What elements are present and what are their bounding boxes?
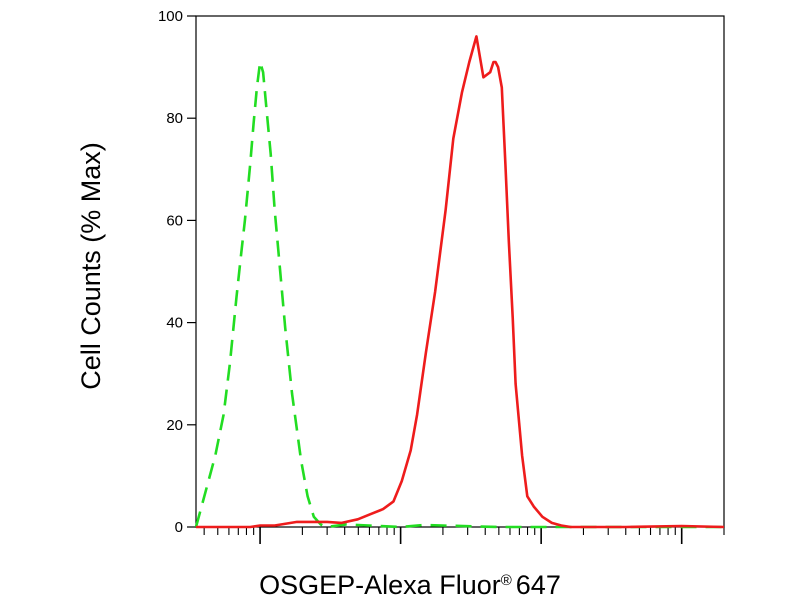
- y-tick-label: 40: [166, 315, 183, 332]
- y-axis-title: Cell Counts (% Max): [76, 142, 106, 390]
- y-tick-label: 80: [166, 110, 183, 127]
- x-axis-title-mark: ®: [501, 572, 512, 589]
- x-axis-title-main: OSGEP-Alexa Fluor: [259, 570, 501, 600]
- y-tick-label: 0: [175, 519, 183, 536]
- x-axis-title-suffix: 647: [516, 570, 561, 600]
- x-axis-title: OSGEP-Alexa Fluor® 647: [259, 570, 561, 600]
- plot-border: [195, 15, 725, 528]
- series-line-solid-red: [196, 35, 725, 529]
- series-layer: [194, 35, 725, 529]
- y-tick-label: 60: [166, 212, 183, 229]
- y-tick-label: 20: [166, 417, 183, 434]
- series-line-dashed-green: [194, 60, 724, 529]
- y-tick-label: 100: [158, 8, 183, 25]
- y-axis-ticks: 0 20 40 60 80 100: [158, 8, 196, 536]
- plot-frame: [195, 15, 725, 528]
- x-axis-ticks: [203, 527, 725, 544]
